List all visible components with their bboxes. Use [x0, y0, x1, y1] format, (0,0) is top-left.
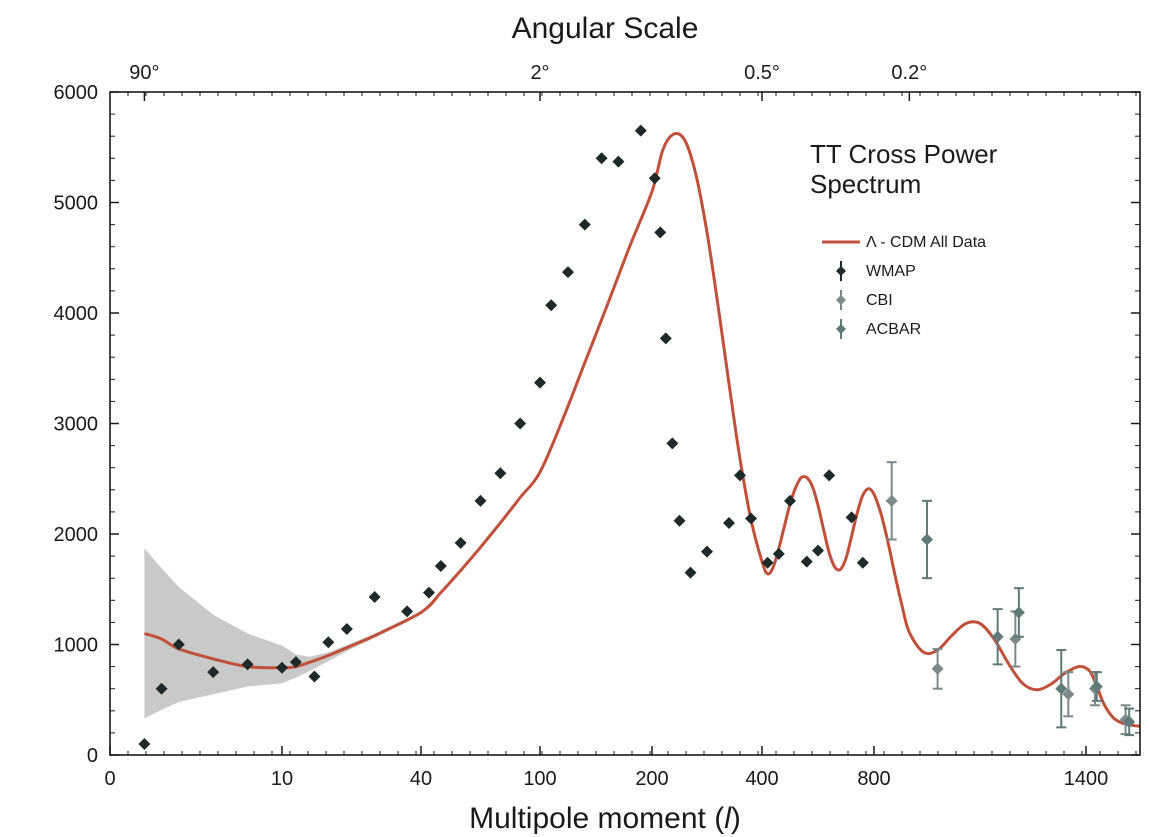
y-tick-label: 6000 [54, 82, 99, 104]
top-tick-label: 90° [129, 62, 159, 84]
data-point-wmap [289, 656, 302, 669]
x-tick-label: 10 [271, 768, 293, 790]
data-point-wmap [474, 494, 487, 507]
data-point-wmap [454, 536, 467, 549]
plot-area [138, 124, 1141, 750]
top-axis-title: Angular Scale [512, 12, 699, 45]
data-point-cbi [931, 662, 944, 675]
y-tick-label: 0 [87, 745, 98, 767]
data-point-wmap [241, 658, 254, 671]
x-axis-label-prefix: Multipole moment ( [469, 802, 724, 835]
data-point-wmap [784, 494, 796, 507]
legend-swatch-marker [836, 295, 846, 305]
model-curve-lcdm [143, 131, 1141, 728]
data-point-wmap [172, 638, 185, 651]
data-point-wmap [562, 266, 574, 279]
data-point-wmap [761, 556, 774, 569]
data-point-acbar [991, 630, 1004, 643]
data-point-wmap [673, 514, 686, 527]
legend-swatch-marker [836, 324, 846, 334]
legend-entry-label: ACBAR [866, 321, 921, 338]
data-point-acbar [1012, 606, 1025, 619]
legend-entry-label: WMAP [866, 263, 916, 280]
legend-entries: Λ - CDM All Data WMAP CBI ACBAR [822, 234, 986, 339]
data-point-wmap [545, 299, 558, 312]
x-tick-label: 40 [410, 768, 432, 790]
data-point-acbar [1123, 715, 1136, 728]
data-point-wmap [856, 556, 869, 569]
series-acbar [921, 499, 1136, 737]
data-point-wmap [276, 661, 288, 674]
data-point-wmap [612, 155, 625, 168]
axis-ticks: 0 1000 2000 3000 4000 5000 6000 0 10 40 100 200 400 8… [54, 62, 1140, 790]
legend-entry-label: Λ - CDM All Data [866, 234, 986, 251]
y-tick-label: 5000 [54, 193, 99, 215]
data-point-wmap [800, 555, 813, 568]
data-point-wmap [422, 586, 435, 599]
series-cbi [885, 461, 1132, 736]
legend-swatch-marker [836, 266, 846, 276]
data-point-wmap [434, 560, 447, 573]
series-wmap [138, 124, 869, 750]
data-point-wmap [514, 417, 527, 430]
data-point-wmap [666, 437, 679, 450]
data-point-wmap [654, 226, 667, 239]
x-tick-label: 200 [635, 768, 668, 790]
x-axis-label: Multipole moment (l) [469, 802, 741, 835]
data-point-wmap [723, 516, 735, 529]
x-axis-label-suffix: ) [731, 802, 741, 835]
legend-entry-label: CBI [866, 292, 893, 309]
x-tick-label: 400 [745, 768, 778, 790]
data-point-wmap [308, 670, 321, 683]
data-point-wmap [578, 218, 591, 231]
data-point-acbar [921, 533, 933, 546]
data-point-wmap [772, 547, 785, 560]
data-point-wmap [534, 376, 546, 389]
top-tick-label: 0.2° [891, 62, 927, 84]
y-tick-label: 2000 [54, 524, 99, 546]
data-point-wmap [401, 605, 414, 618]
x-tick-label: 100 [523, 768, 556, 790]
data-point-wmap [322, 636, 335, 649]
data-point-wmap [701, 545, 713, 558]
x-tick-label: 0 [104, 768, 115, 790]
data-point-wmap [745, 512, 757, 525]
x-tick-label: 1400 [1064, 768, 1109, 790]
data-point-wmap [823, 469, 836, 482]
data-point-wmap [845, 511, 858, 524]
data-point-wmap [659, 332, 672, 345]
top-tick-label: 2° [530, 62, 549, 84]
y-tick-label: 1000 [54, 635, 99, 657]
data-point-wmap [207, 666, 220, 679]
x-axis-label-symbol: l [724, 802, 732, 835]
legend: TT Cross Power Spectrum Λ - CDM All Data… [810, 139, 998, 339]
cosmic-variance-band [144, 548, 441, 719]
legend-heading-line1: TT Cross Power [810, 139, 998, 169]
data-point-cbi [1062, 688, 1075, 701]
data-point-acbar [1055, 682, 1068, 695]
data-point-wmap [734, 469, 746, 482]
data-point-wmap [340, 623, 353, 636]
data-point-wmap [494, 467, 507, 480]
data-point-wmap [812, 544, 824, 557]
legend-heading-line2: Spectrum [810, 169, 921, 199]
data-point-wmap [634, 124, 647, 137]
data-point-wmap [368, 590, 381, 603]
data-point-wmap [155, 682, 168, 695]
data-point-cbi [885, 494, 898, 507]
x-tick-label: 800 [857, 768, 890, 790]
data-point-wmap [138, 737, 151, 750]
data-point-wmap [595, 152, 608, 165]
top-tick-label: 0.5° [744, 62, 780, 84]
data-point-wmap [684, 566, 697, 579]
y-tick-label: 3000 [54, 414, 99, 436]
data-point-wmap [648, 172, 661, 185]
data-point-acbar [1090, 680, 1103, 693]
y-tick-label: 4000 [54, 303, 99, 325]
